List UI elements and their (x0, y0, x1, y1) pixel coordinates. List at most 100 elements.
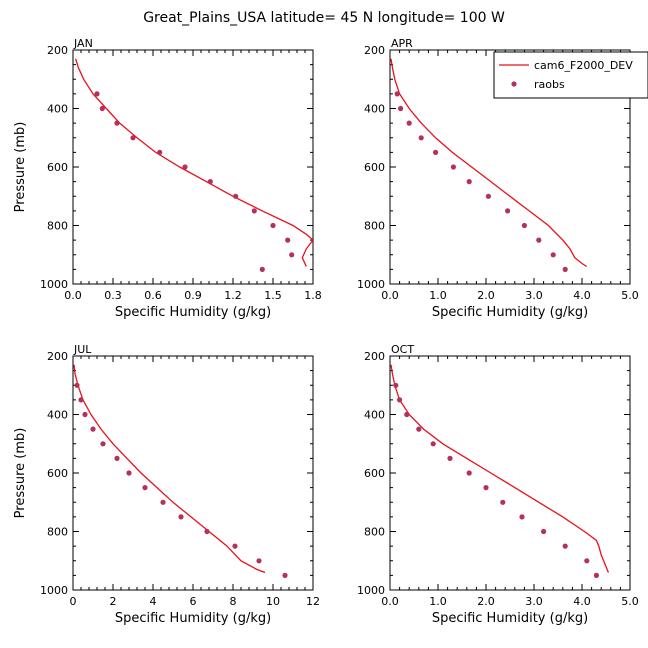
x-tick-label: 3.0 (525, 289, 543, 302)
obs-point (178, 514, 184, 520)
obs-point (416, 426, 422, 432)
y-tick-label: 200 (364, 350, 385, 363)
x-tick-label: 1.0 (429, 595, 447, 608)
y-tick-label: 1000 (40, 278, 68, 291)
obs-point (433, 149, 439, 155)
obs-point (259, 266, 265, 272)
obs-point (78, 397, 84, 403)
x-tick-label: 0.9 (184, 289, 202, 302)
y-tick-label: 800 (364, 220, 385, 233)
obs-point (550, 252, 556, 258)
legend-label-obs: raobs (534, 78, 565, 91)
y-tick-label: 1000 (40, 584, 68, 597)
obs-point (130, 135, 136, 141)
y-tick-label: 600 (47, 161, 68, 174)
x-tick-label: 8 (230, 595, 237, 608)
y-tick-label: 800 (47, 526, 68, 539)
x-tick-label: 4.0 (573, 289, 591, 302)
series-line-cam6 (390, 58, 588, 268)
obs-point (500, 499, 506, 505)
x-tick-label: 0.3 (104, 289, 122, 302)
obs-point (114, 455, 120, 461)
y-tick-label: 1000 (357, 584, 385, 597)
x-tick-label: 1.5 (264, 289, 282, 302)
obs-point (466, 179, 472, 185)
obs-point (521, 222, 528, 229)
y-tick-label: 200 (47, 350, 68, 363)
x-axis-label: Specific Humidity (g/kg) (115, 305, 271, 320)
y-tick-label: 400 (364, 409, 385, 422)
x-tick-label: 2.0 (477, 289, 495, 302)
legend-marker-swatch (511, 81, 517, 87)
obs-point (126, 470, 132, 476)
obs-point (256, 558, 262, 564)
x-tick-label: 1.2 (224, 289, 242, 302)
obs-point (505, 208, 511, 214)
y-tick-label: 1000 (357, 278, 385, 291)
panel-jan: JAN 0.0 0.3 0.6 0.9 1.2 1.5 1.8 200 400 600 800 1000… (13, 37, 322, 320)
obs-point (142, 485, 148, 491)
obs-point (204, 528, 210, 535)
obs-point (404, 411, 410, 418)
x-tick-label: 0.0 (381, 595, 399, 608)
panel-oct: OCT 0.0 1.0 2.0 3.0 4.0 5.0 200 400 600 800 1000 Spe… (357, 343, 639, 626)
obs-point (519, 514, 525, 520)
obs-point (285, 237, 291, 243)
y-tick-label: 200 (47, 44, 68, 57)
panel-label: JAN (73, 37, 93, 50)
plot-frame (72, 49, 314, 285)
x-tick-label: 2.0 (477, 595, 495, 608)
obs-point (447, 455, 453, 461)
x-tick-label: 0.0 (381, 289, 399, 302)
obs-point (90, 426, 96, 432)
obs-point (398, 105, 404, 112)
x-axis-label: Specific Humidity (g/kg) (432, 611, 588, 626)
y-tick-label: 800 (47, 220, 68, 233)
x-tick-label: 5.0 (621, 595, 639, 608)
x-tick-label: 10 (266, 595, 280, 608)
obs-point (282, 572, 288, 579)
x-tick-label: 5.0 (621, 289, 639, 302)
obs-point (483, 485, 489, 491)
obs-point (74, 382, 80, 388)
y-tick-label: 600 (47, 467, 68, 480)
figure-title: Great_Plains_USA latitude= 45 N longitud… (143, 10, 505, 26)
obs-point (430, 441, 436, 447)
obs-point (207, 179, 213, 185)
obs-point (270, 222, 276, 229)
y-tick-label: 600 (364, 467, 385, 480)
panel-label: OCT (391, 343, 414, 356)
plot-frame (72, 355, 314, 591)
obs-point (182, 164, 188, 170)
series-line-cam6 (75, 58, 313, 267)
obs-point (397, 397, 403, 403)
plot-frame (389, 355, 631, 591)
y-tick-label: 600 (364, 161, 385, 174)
x-tick-label: 3.0 (525, 595, 543, 608)
obs-point (593, 572, 600, 579)
obs-point (562, 266, 568, 272)
obs-point (232, 543, 238, 549)
obs-point (418, 135, 424, 141)
panel-jul: JUL 0 2 4 6 8 10 12 200 400 600 800 1000 Specific Hum… (13, 343, 320, 626)
legend-box (493, 51, 648, 99)
legend-label-model: cam6_F2000_DEV (534, 59, 633, 72)
panel-label: JUL (73, 343, 92, 356)
panel-apr: APR 0.0 1.0 2.0 3.0 4.0 5.0 200 400 600 800 1000 Spe… (357, 37, 648, 320)
x-axis-label: Specific Humidity (g/kg) (115, 611, 271, 626)
obs-point (289, 252, 295, 258)
obs-point (100, 441, 106, 447)
obs-point (466, 470, 472, 476)
x-tick-label: 0 (70, 595, 77, 608)
obs-point (562, 543, 568, 549)
x-tick-label: 6 (190, 595, 197, 608)
obs-point (584, 558, 590, 564)
y-tick-label: 200 (364, 44, 385, 57)
obs-point (157, 149, 163, 155)
obs-point (394, 91, 400, 97)
obs-point (160, 499, 166, 505)
obs-point (82, 411, 88, 418)
obs-point (450, 164, 456, 170)
